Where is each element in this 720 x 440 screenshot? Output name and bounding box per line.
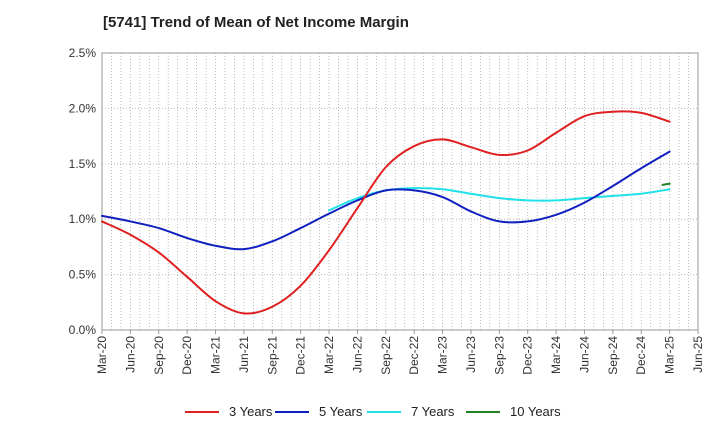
legend: 3 Years 5 Years 7 Years 10 Years	[0, 404, 720, 426]
x-tick-label: Dec-23	[521, 336, 535, 375]
y-tick-label: 0.0%	[69, 323, 97, 337]
x-tick-label: Jun-21	[237, 336, 251, 373]
x-tick-label: Mar-25	[663, 336, 677, 374]
x-tick-label: Dec-20	[180, 336, 194, 375]
legend-label: 3 Years	[229, 404, 273, 419]
series-line-3-years	[101, 110, 671, 315]
x-tick-labels: Mar-20 Jun-20 Sep-20 Dec-20 Mar-21 Jun-21 Sep-…	[95, 336, 705, 375]
legend-item: 5 Years	[275, 404, 362, 419]
legend-label: 10 Years	[510, 404, 561, 419]
x-tick-label: Dec-21	[294, 336, 308, 375]
legend-swatch	[275, 410, 309, 413]
legend-item: 3 Years	[185, 404, 272, 419]
x-tick-label: Mar-20	[95, 336, 109, 374]
series-lines	[101, 110, 671, 315]
x-tick-label: Dec-24	[634, 336, 648, 375]
x-tick-label: Jun-22	[350, 336, 364, 373]
x-tick-label: Jun-23	[464, 336, 478, 373]
legend-label: 5 Years	[319, 404, 363, 419]
x-tick-label: Sep-22	[379, 336, 393, 375]
x-tick-label: Jun-25	[691, 336, 705, 373]
x-tick-label: Mar-24	[549, 336, 563, 374]
x-tick-label: Sep-20	[152, 336, 166, 375]
x-tick-label: Sep-24	[606, 336, 620, 375]
grid-lines	[102, 53, 698, 330]
x-tick-label: Mar-21	[209, 336, 223, 374]
series-line-10-years	[661, 182, 671, 186]
legend-item: 10 Years	[466, 404, 561, 419]
axes	[101, 52, 699, 334]
legend-swatch	[185, 410, 219, 413]
y-tick-labels: 0.0% 0.5% 1.0% 1.5% 2.0% 2.5%	[69, 46, 97, 337]
x-tick-label: Mar-23	[436, 336, 450, 374]
y-tick-label: 2.5%	[69, 46, 97, 60]
legend-swatch	[466, 410, 500, 413]
legend-label: 7 Years	[411, 404, 455, 419]
x-tick-label: Dec-22	[407, 336, 421, 375]
plot-area-border	[101, 52, 699, 331]
legend-item: 7 Years	[367, 404, 454, 419]
x-tick-label: Sep-23	[492, 336, 506, 375]
x-tick-label: Jun-24	[577, 336, 591, 373]
y-tick-label: 1.0%	[69, 212, 97, 226]
chart-title: [5741] Trend of Mean of Net Income Margi…	[103, 14, 409, 31]
y-tick-label: 1.5%	[69, 157, 97, 171]
y-tick-label: 2.0%	[69, 101, 97, 115]
x-tick-label: Sep-21	[265, 336, 279, 375]
series-line-5-years	[101, 150, 671, 251]
legend-swatch	[367, 410, 401, 413]
x-tick-label: Jun-20	[123, 336, 137, 373]
x-tick-label: Mar-22	[322, 336, 336, 374]
y-tick-label: 0.5%	[69, 268, 97, 282]
